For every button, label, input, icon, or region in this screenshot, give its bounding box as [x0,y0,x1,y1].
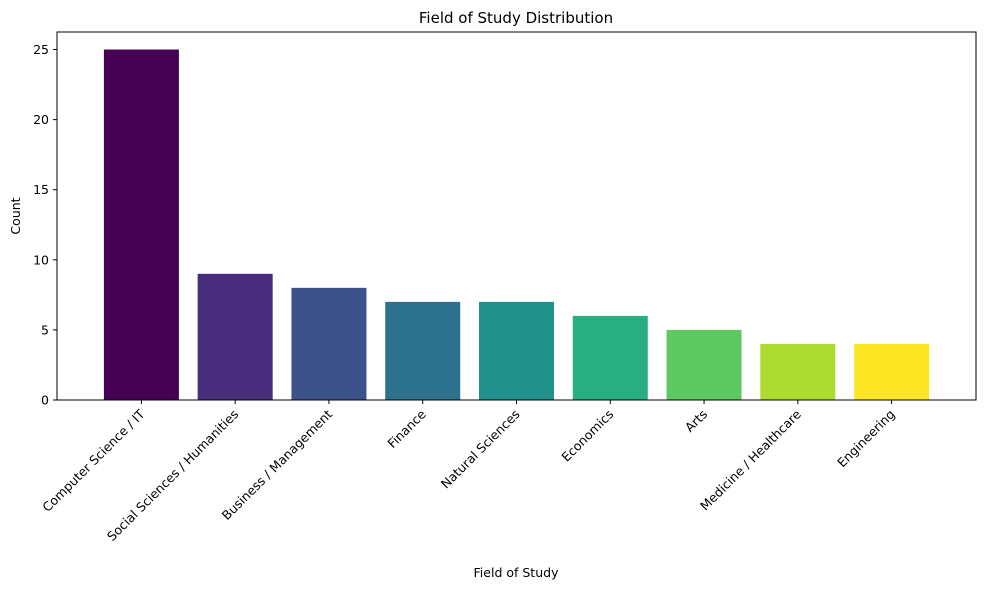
x-tick-label-8: Engineering [834,407,898,471]
y-axis-title: Count [8,197,23,234]
bar-8 [854,343,930,400]
bars-group [103,49,930,401]
bar-5 [572,315,648,400]
chart-title: Field of Study Distribution [419,9,613,27]
x-tick-label-5: Economics [558,407,616,465]
x-tick-label-4: Natural Sciences [438,407,523,492]
bar-1 [197,273,273,400]
y-tick-label-2: 10 [33,252,49,267]
x-tick-label-6: Arts [682,407,710,435]
bar-2 [291,287,367,400]
y-tick-label-1: 5 [41,322,49,337]
bar-0 [103,49,179,401]
y-axis: 0 5 10 15 20 25 [33,42,57,408]
x-tick-label-7: Medicine / Healthcare [697,406,804,513]
y-tick-label-5: 25 [33,42,49,57]
bar-3 [385,301,461,400]
x-tick-label-3: Finance [384,406,429,451]
y-tick-label-0: 0 [41,393,49,408]
x-tick-label-2: Business / Management [219,406,335,522]
bar-7 [760,343,836,400]
bar-4 [478,301,555,400]
y-tick-label-3: 15 [33,182,49,197]
plot-frame [56,31,977,401]
y-tick-label-4: 20 [33,112,49,127]
bar-6 [666,329,742,400]
x-tick-label-0: Computer Science / IT [39,406,147,514]
x-axis-title: Field of Study [474,565,560,580]
